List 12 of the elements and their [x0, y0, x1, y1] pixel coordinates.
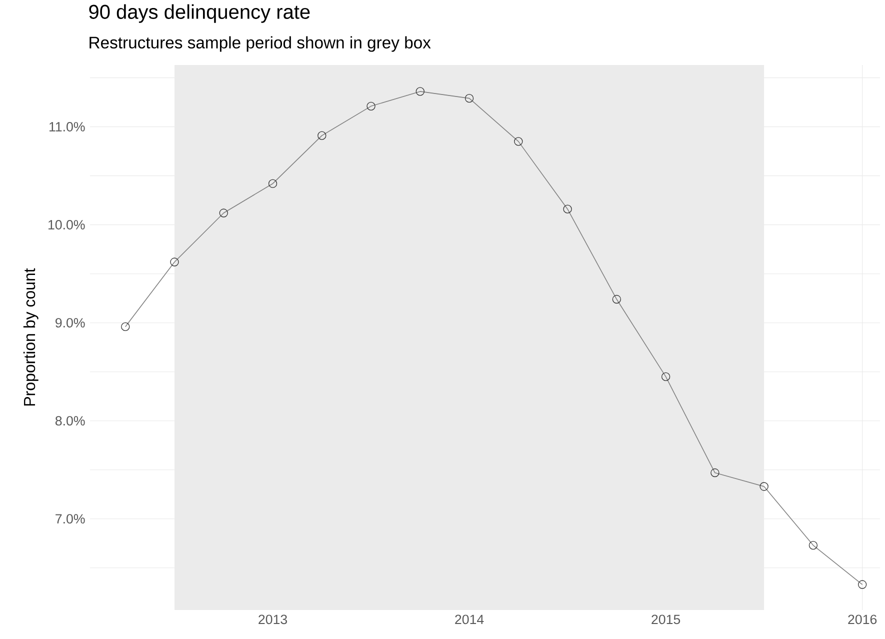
y-tick-label: 9.0% — [56, 318, 85, 328]
y-tick-label: 11.0% — [50, 122, 85, 132]
y-tick-label: 10.0% — [48, 220, 85, 230]
x-tick-label: 2013 — [258, 614, 288, 624]
y-tick-label: 8.0% — [55, 416, 85, 426]
x-tick-label: 2016 — [848, 614, 877, 624]
x-tick-label: 2014 — [455, 614, 484, 624]
chart-subtitle: Restructures sample period shown in grey box — [90, 36, 431, 52]
y-axis-title: Proportion by count — [23, 268, 38, 406]
x-tick-label: 2015 — [652, 614, 680, 624]
y-tick-label: 7.0% — [56, 514, 85, 524]
chart-title: 90 days delinquency rate — [89, 4, 310, 23]
